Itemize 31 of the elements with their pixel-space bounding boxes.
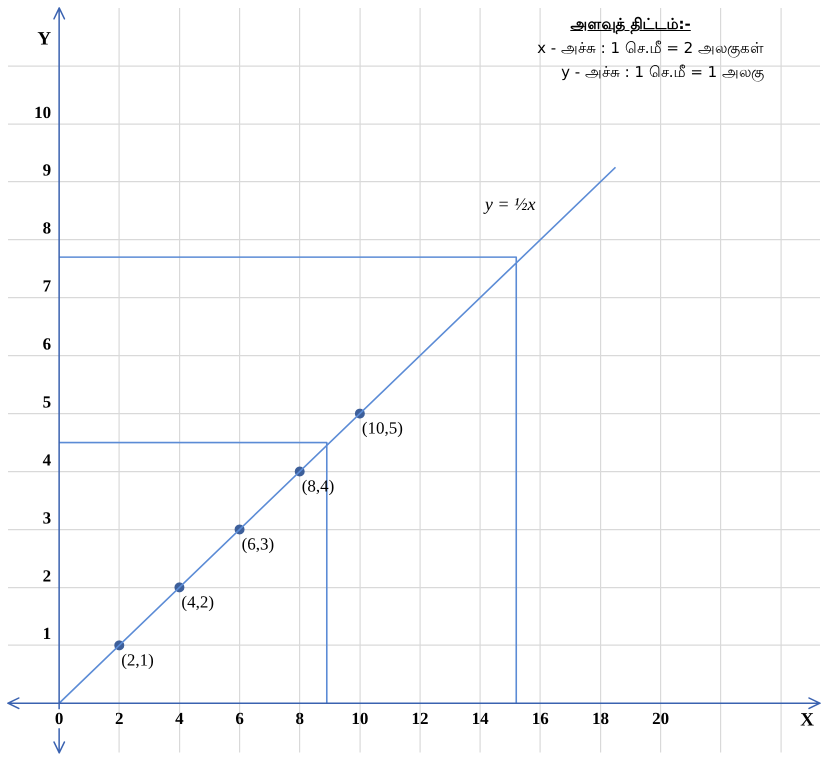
- x-tick-label: 6: [235, 709, 244, 728]
- x-tick-label: 8: [295, 709, 304, 728]
- text: அளவுத் திட்டம்:-: [569, 14, 692, 36]
- x-tick-label: 20: [652, 709, 670, 728]
- y-tick-label: 9: [42, 160, 52, 180]
- x-tick-label: 12: [412, 709, 429, 728]
- y-tick-label: 7: [42, 276, 52, 296]
- x-axis-title: X: [800, 710, 814, 731]
- annotation: (6,3): [242, 534, 274, 554]
- y-tick-label: 1: [42, 624, 52, 644]
- x-tick-label: 18: [592, 709, 609, 728]
- y-tick-label: 10: [34, 102, 52, 122]
- x-tick-label: 2: [115, 709, 124, 728]
- y-tick-label: 4: [42, 450, 52, 470]
- x-tick-label: 16: [532, 709, 549, 728]
- x-tick-label: 14: [472, 709, 490, 728]
- annotation: x - அச்சு : 1 செ.மீ = 2 அலகுகள்: [537, 38, 764, 60]
- annotation: y - அச்சு : 1 செ.மீ = 1 அலகு: [560, 62, 764, 84]
- y-tick-label: 6: [42, 334, 52, 354]
- x-tick-label: 10: [351, 709, 368, 728]
- y-tick-label: 2: [42, 566, 52, 586]
- y-tick-label: 8: [42, 218, 52, 238]
- y-tick-label: 3: [42, 508, 52, 528]
- series-label: y = ½x: [482, 194, 536, 214]
- y-tick-label: 5: [42, 392, 52, 412]
- y-axis-title: Y: [37, 28, 52, 50]
- annotation: (4,2): [181, 592, 214, 612]
- x-tick-label: 0: [54, 709, 64, 728]
- x-tick-label: 4: [175, 709, 184, 728]
- annotation: (2,1): [121, 650, 154, 670]
- annotation: (10,5): [362, 418, 403, 438]
